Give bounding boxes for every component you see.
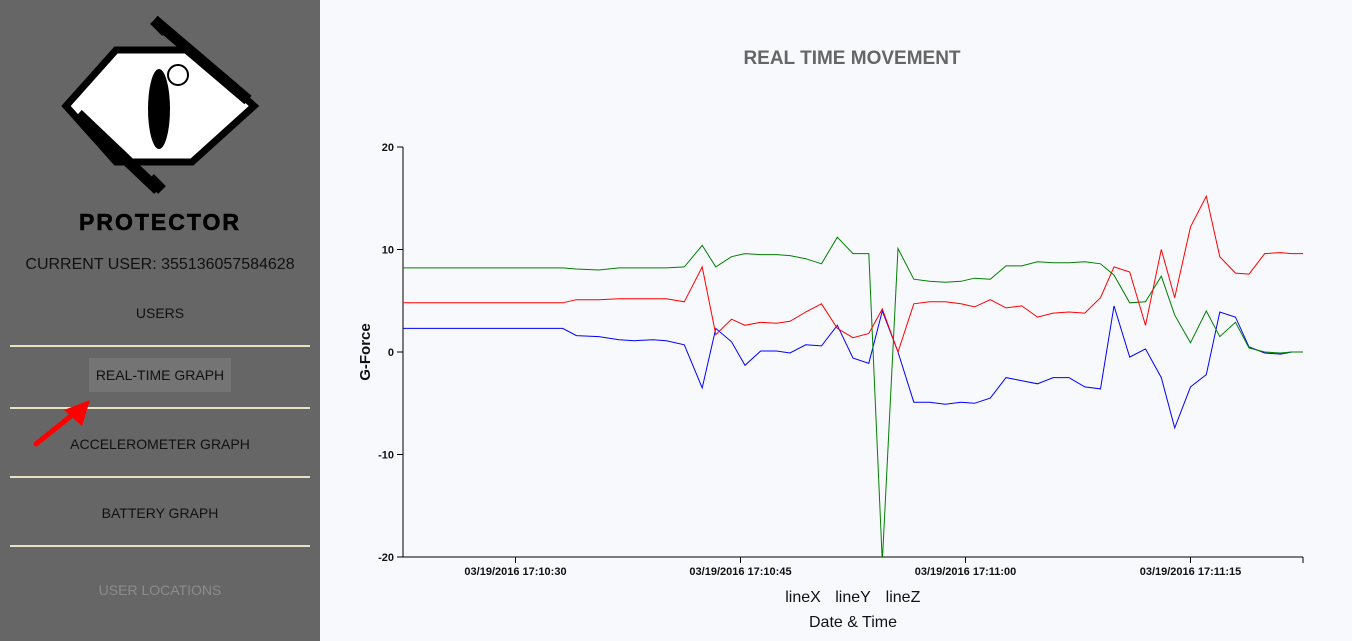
nav-real-time-graph[interactable]: REAL-TIME GRAPH bbox=[10, 343, 310, 409]
x-tick-label: 03/19/2016 17:11:00 bbox=[915, 566, 1017, 578]
nav-real-time-graph-label: REAL-TIME GRAPH bbox=[88, 358, 232, 392]
main-panel: REAL TIME MOVEMENT 20 10 0 -10 -20 03/19/2016… bbox=[320, 0, 1352, 641]
x-axis-label: Date & Time bbox=[809, 614, 897, 631]
legend-lineY: lineY bbox=[835, 589, 871, 606]
nav-accelerometer-graph[interactable]: ACCELEROMETER GRAPH bbox=[10, 412, 310, 478]
series-lineZ bbox=[403, 194, 1303, 354]
nav-accelerometer-graph-label: ACCELEROMETER GRAPH bbox=[70, 436, 250, 452]
legend-lineZ: lineZ bbox=[886, 589, 921, 606]
y-tick-label: -10 bbox=[378, 450, 394, 462]
x-tick-label: 03/19/2016 17:10:45 bbox=[689, 566, 791, 578]
y-tick-label: 20 bbox=[382, 142, 394, 154]
series-lineY bbox=[403, 236, 1303, 557]
y-tick-label: 0 bbox=[388, 347, 394, 359]
x-tick-label: 03/19/2016 17:11:15 bbox=[1140, 566, 1242, 578]
nav-battery-graph-label: BATTERY GRAPH bbox=[101, 505, 219, 521]
sidebar: PROTECTOR CURRENT USER: 355136057584628 … bbox=[0, 0, 320, 641]
logo-text: PROTECTOR bbox=[79, 209, 241, 234]
y-tick-label: -20 bbox=[378, 552, 394, 564]
nav-users[interactable]: USERS bbox=[10, 281, 310, 347]
nav-users-label: USERS bbox=[135, 305, 185, 321]
nav-user-locations-label: USER LOCATIONS bbox=[98, 582, 222, 598]
protector-logo: PROTECTOR bbox=[61, 15, 260, 234]
nav-user-locations[interactable]: USER LOCATIONS bbox=[10, 557, 310, 623]
current-user-label: CURRENT USER: 355136057584628 bbox=[25, 256, 295, 273]
red-arrow-annotation bbox=[33, 400, 90, 447]
chart-title: REAL TIME MOVEMENT bbox=[743, 48, 961, 69]
nav-battery-graph[interactable]: BATTERY GRAPH bbox=[10, 481, 310, 547]
x-tick-label: 03/19/2016 17:10:30 bbox=[464, 566, 566, 578]
movement-chart: 20 10 0 -10 -20 03/19/2016 17:10:30 03/19/2016… bbox=[357, 142, 1304, 631]
legend-lineX: lineX bbox=[785, 589, 821, 606]
y-axis-label: G-Force bbox=[357, 323, 374, 381]
series-lineX bbox=[403, 305, 1303, 430]
y-tick-label: 10 bbox=[382, 245, 394, 257]
